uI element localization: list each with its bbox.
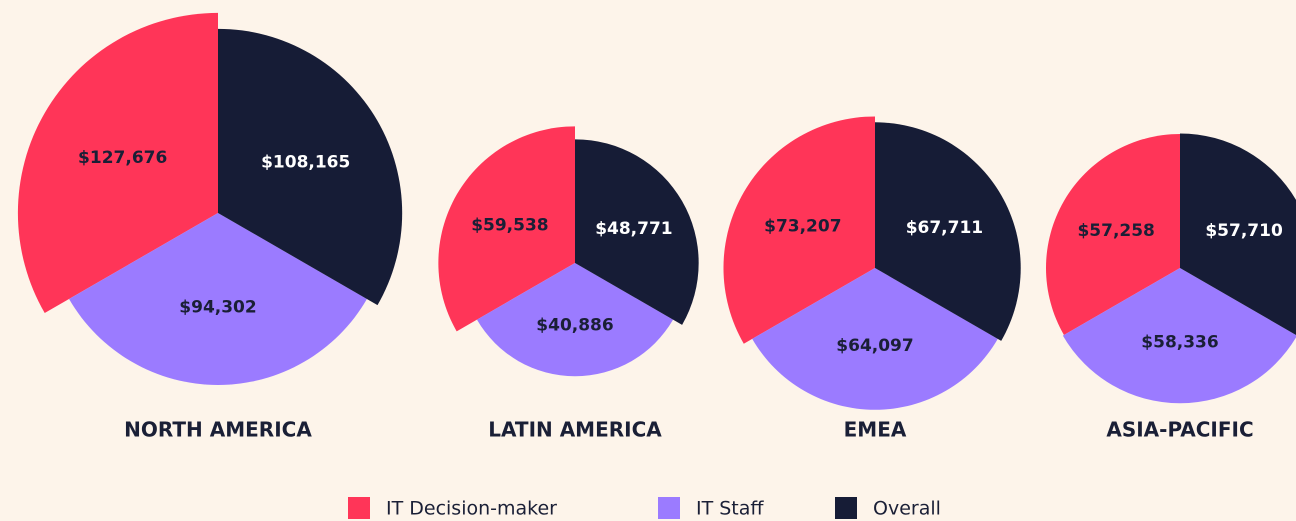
legend-swatch: [348, 497, 370, 519]
value-label: $127,676: [78, 148, 167, 168]
value-label: $48,771: [595, 219, 672, 239]
value-label: $57,258: [1077, 221, 1154, 241]
value-label: $94,302: [179, 298, 256, 318]
legend-swatch: [835, 497, 857, 519]
value-label: $64,097: [836, 336, 913, 356]
value-label: $57,710: [1205, 221, 1283, 241]
wedge: [723, 116, 875, 344]
legend-label: IT Staff: [696, 498, 764, 520]
wedge: [438, 126, 575, 332]
wedge: [69, 213, 367, 385]
wedge: [476, 263, 674, 377]
value-label: $59,538: [471, 215, 548, 235]
wedge: [1180, 133, 1296, 335]
region-label: ASIA-PACIFIC: [1106, 418, 1253, 442]
value-label: $40,886: [536, 315, 613, 335]
region-label: EMEA: [844, 418, 907, 442]
value-label: $73,207: [764, 216, 841, 236]
wedge: [17, 12, 219, 314]
region-label: LATIN AMERICA: [488, 418, 662, 442]
value-label: $58,336: [1141, 332, 1218, 352]
value-label: $67,711: [906, 218, 983, 238]
legend-swatch: [658, 497, 680, 519]
value-label: $108,165: [261, 152, 350, 172]
region-label: NORTH AMERICA: [124, 418, 312, 442]
wedge: [752, 268, 998, 410]
wedge: [875, 122, 1021, 341]
legend-label: Overall: [873, 498, 941, 520]
wedge: [218, 28, 403, 306]
wedge: [1062, 268, 1296, 404]
wedge: [575, 139, 699, 325]
wedge: [1045, 133, 1180, 336]
legend-label: IT Decision-maker: [386, 498, 557, 520]
